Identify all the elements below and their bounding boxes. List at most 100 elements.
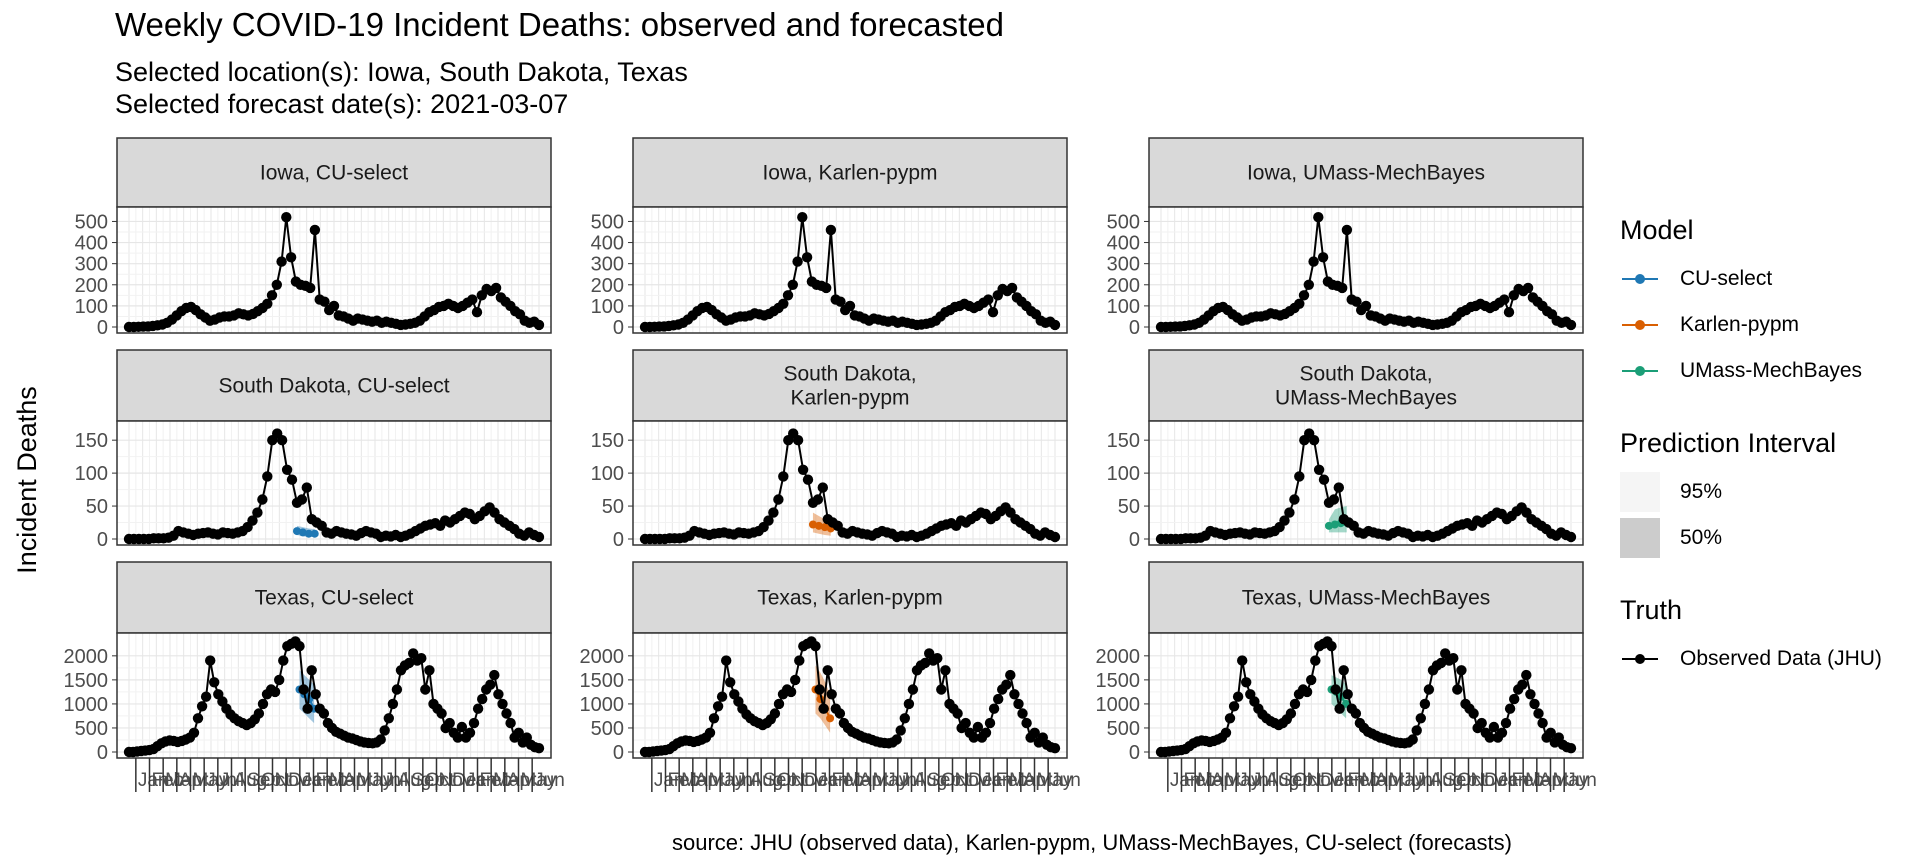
strip-label: South Dakota, [1299, 363, 1432, 386]
observed-point [403, 657, 415, 669]
legend-label-cu-select: CU-select [1680, 267, 1773, 290]
forecast-point [304, 529, 313, 538]
observed-point [1565, 743, 1577, 754]
observed-point [1521, 669, 1532, 681]
x-tick-label: Jun [722, 770, 753, 791]
y-tick-label: 500 [591, 718, 624, 740]
x-tick-label: Jun [1566, 770, 1597, 791]
observed-point [797, 212, 808, 223]
observed-point [769, 708, 781, 719]
y-tick-label: 400 [75, 233, 108, 255]
observed-point [252, 507, 263, 518]
observed-point [1517, 679, 1528, 690]
observed-point [301, 482, 312, 493]
y-tick-label: 500 [591, 211, 624, 233]
x-tick-label: Feb [1184, 770, 1217, 791]
observed-point [1419, 698, 1431, 710]
observed-point [444, 717, 455, 729]
observed-point [1496, 727, 1508, 738]
legend-label-50: 50% [1680, 526, 1723, 549]
observed-point [253, 708, 265, 719]
legend-truth-title: Truth [1620, 595, 1683, 625]
observed-point [812, 494, 824, 505]
observed-point [1504, 703, 1516, 714]
observed-point [1330, 684, 1341, 695]
x-tick-label: Feb [1512, 770, 1545, 791]
legend-label-observed: Observed Data (JHU) [1680, 647, 1882, 670]
panel-border [632, 632, 1068, 759]
x-tick-label: Jun [1402, 770, 1433, 791]
observed-point [1228, 701, 1240, 712]
legend-key-95 [1620, 472, 1660, 512]
observed-point [1333, 482, 1345, 493]
observed-point [1006, 282, 1018, 294]
observed-point [1289, 494, 1300, 505]
strip-texas-cu-select [116, 561, 552, 634]
x-tick-label: Oct [1293, 770, 1323, 791]
observed-point [196, 701, 208, 712]
observed-point [716, 691, 728, 702]
strip-texas-umass-mechbayes [1148, 561, 1584, 634]
legend-label-95: 95% [1680, 480, 1723, 503]
y-tick-label: 100 [75, 296, 108, 318]
x-tick-label: Jun [1050, 770, 1081, 791]
observed-point [940, 665, 951, 676]
observed-point [274, 674, 285, 686]
strip-south-dakota-karlen-pypm [632, 349, 1068, 422]
observed-point [782, 290, 794, 301]
observed-point [768, 507, 779, 518]
y-tick-label: 0 [613, 317, 624, 339]
y-tick-label: 1000 [64, 694, 109, 716]
x-tick-label: Jan [818, 770, 849, 791]
observed-point [907, 684, 919, 695]
x-tick-label: Feb [316, 770, 349, 791]
observed-point [533, 743, 545, 754]
observed-point [993, 693, 1004, 705]
observed-point [1503, 307, 1515, 318]
observed-point [379, 725, 390, 736]
observed-point [1328, 494, 1340, 505]
observed-point [1308, 256, 1319, 267]
observed-point [298, 684, 309, 695]
y-tick-label: 300 [1107, 254, 1140, 276]
forecast-point [826, 714, 835, 723]
observed-point [1284, 507, 1295, 518]
panel-texas-cu-select: Texas, CU-select0500100015002000JanFebMa… [64, 561, 565, 792]
y-tick-label: 1500 [580, 670, 625, 692]
y-tick-label: 1000 [1096, 694, 1141, 716]
observed-point [328, 300, 340, 312]
observed-point [1423, 684, 1435, 695]
x-tick-label: Jan [1334, 770, 1365, 791]
x-tick-label: Jan [654, 770, 685, 791]
x-tick-label: Apr [507, 770, 537, 791]
observed-point [281, 212, 292, 223]
observed-point [792, 435, 804, 446]
observed-point [903, 698, 915, 710]
subtitle-locations: Selected location(s): Iowa, South Dakota… [115, 57, 688, 87]
observed-point [1001, 679, 1012, 690]
panel-south-dakota-umass-mechbayes: South Dakota,UMass-MechBayes 0 50 100 150 [1107, 349, 1584, 551]
panel-border [1148, 420, 1584, 546]
observed-point [200, 691, 212, 702]
observed-point [835, 296, 846, 307]
strip-label: Iowa, CU-select [260, 162, 408, 185]
observed-point [375, 734, 386, 745]
y-tick-label: 100 [591, 463, 624, 485]
x-tick-label: Feb [152, 770, 185, 791]
y-tick-label: 150 [75, 430, 108, 452]
observed-point [294, 641, 305, 652]
observed-point [387, 698, 399, 710]
observed-point [895, 725, 906, 736]
x-tick-label: Jan [302, 770, 333, 791]
observed-point [988, 703, 1000, 714]
observed-point [1456, 665, 1467, 676]
y-tick-label: 0 [1129, 529, 1140, 551]
legend-key-50 [1620, 518, 1660, 558]
legend-label-umass-mechbayes: UMass-MechBayes [1680, 359, 1863, 382]
strip-label: Iowa, Karlen-pypm [762, 162, 937, 185]
x-tick-label: Apr [1211, 770, 1241, 791]
observed-point [1525, 689, 1536, 700]
observed-point [725, 677, 736, 688]
x-tick-label: Feb [480, 770, 513, 791]
legend-label-karlen-pypm: Karlen-pypm [1680, 313, 1800, 336]
